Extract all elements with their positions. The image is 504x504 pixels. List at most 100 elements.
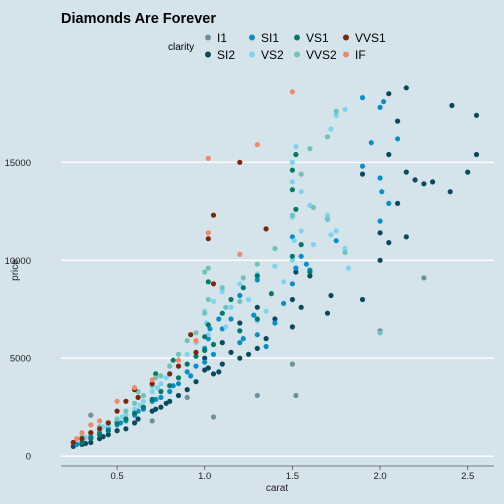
- point-si2: [220, 362, 225, 367]
- legend-key-vvs1: [343, 35, 349, 41]
- point-vs2: [164, 375, 169, 380]
- point-vs2: [299, 189, 304, 194]
- point-si2: [404, 170, 409, 175]
- point-si2: [290, 297, 295, 302]
- point-vs2: [290, 179, 295, 184]
- point-vvs2: [299, 172, 304, 177]
- point-vvs1: [193, 350, 198, 355]
- point-if: [193, 338, 198, 343]
- point-vs2: [272, 264, 277, 269]
- point-vs2: [342, 107, 347, 112]
- point-si2: [237, 320, 242, 325]
- point-i1: [88, 413, 93, 418]
- point-i1: [290, 362, 295, 367]
- point-vs2: [299, 228, 304, 233]
- point-si2: [474, 113, 479, 118]
- point-si2: [325, 311, 330, 316]
- point-si2: [255, 346, 260, 351]
- point-si2: [395, 119, 400, 124]
- point-si1: [237, 340, 242, 345]
- point-si2: [176, 393, 181, 398]
- point-if: [237, 252, 242, 257]
- point-si2: [430, 179, 435, 184]
- point-vvs1: [237, 160, 242, 165]
- point-i1: [421, 275, 426, 280]
- point-vs1: [206, 322, 211, 327]
- point-si2: [115, 428, 120, 433]
- point-vs1: [185, 362, 190, 367]
- y-tick-label: 5000: [10, 354, 31, 365]
- point-vvs2: [193, 330, 198, 335]
- point-vs2: [292, 238, 297, 243]
- point-si1: [185, 369, 190, 374]
- point-si2: [395, 201, 400, 206]
- point-vs2: [328, 232, 333, 237]
- point-vvs2: [158, 373, 163, 378]
- point-if: [206, 230, 211, 235]
- point-vs1: [150, 397, 155, 402]
- point-vs1: [202, 348, 207, 353]
- point-si1: [299, 254, 304, 259]
- point-si2: [449, 103, 454, 108]
- point-vvs2: [202, 269, 207, 274]
- legend-key-vvs2: [294, 52, 300, 58]
- point-si2: [360, 297, 365, 302]
- point-vs2: [264, 309, 269, 314]
- point-vs2: [228, 305, 233, 310]
- legend-label-if: IF: [355, 48, 366, 62]
- point-vs2: [246, 297, 251, 302]
- point-vs2: [334, 228, 339, 233]
- point-si1: [379, 189, 384, 194]
- point-vs1: [202, 334, 207, 339]
- point-i1: [211, 414, 216, 419]
- point-si1: [202, 360, 207, 365]
- point-si1: [378, 105, 383, 110]
- point-si1: [386, 201, 391, 206]
- x-tick-label: 2.0: [373, 471, 386, 482]
- point-si2: [413, 177, 418, 182]
- point-vs1: [176, 375, 181, 380]
- point-i1: [255, 393, 260, 398]
- point-si2: [421, 181, 426, 186]
- point-si2: [386, 240, 391, 245]
- point-vs2: [237, 281, 242, 286]
- y-tick-label: 0: [26, 452, 31, 463]
- point-si1: [167, 389, 172, 394]
- point-si2: [328, 293, 333, 298]
- point-vs1: [290, 254, 295, 259]
- point-if: [132, 385, 137, 390]
- point-vvs2: [241, 275, 246, 280]
- point-vs1: [255, 316, 260, 321]
- point-si2: [299, 305, 304, 310]
- x-tick-label: 0.5: [110, 471, 123, 482]
- point-vvs2: [220, 285, 225, 290]
- y-tick-label: 15000: [5, 158, 31, 169]
- point-vvs2: [311, 205, 316, 210]
- legend-label-si1: SI1: [261, 31, 279, 45]
- point-si1: [188, 373, 193, 378]
- point-vvs1: [88, 430, 93, 435]
- point-si2: [153, 407, 158, 412]
- point-vs1: [290, 168, 295, 173]
- legend-key-vs1: [294, 35, 300, 41]
- point-vvs2: [141, 393, 146, 398]
- point-vs1: [299, 242, 304, 247]
- point-vvs1: [188, 332, 193, 337]
- point-si2: [206, 365, 211, 370]
- point-vs1: [269, 291, 274, 296]
- point-si1: [228, 316, 233, 321]
- point-vvs2: [307, 146, 312, 151]
- point-si1: [369, 140, 374, 145]
- point-if: [255, 142, 260, 147]
- point-si1: [281, 301, 286, 306]
- point-vs1: [290, 187, 295, 192]
- point-vs1: [206, 279, 211, 284]
- point-si1: [237, 293, 242, 298]
- point-si2: [255, 305, 260, 310]
- point-vvs2: [237, 299, 242, 304]
- point-si2: [132, 420, 137, 425]
- point-vs1: [171, 358, 176, 363]
- point-vvs1: [167, 371, 172, 376]
